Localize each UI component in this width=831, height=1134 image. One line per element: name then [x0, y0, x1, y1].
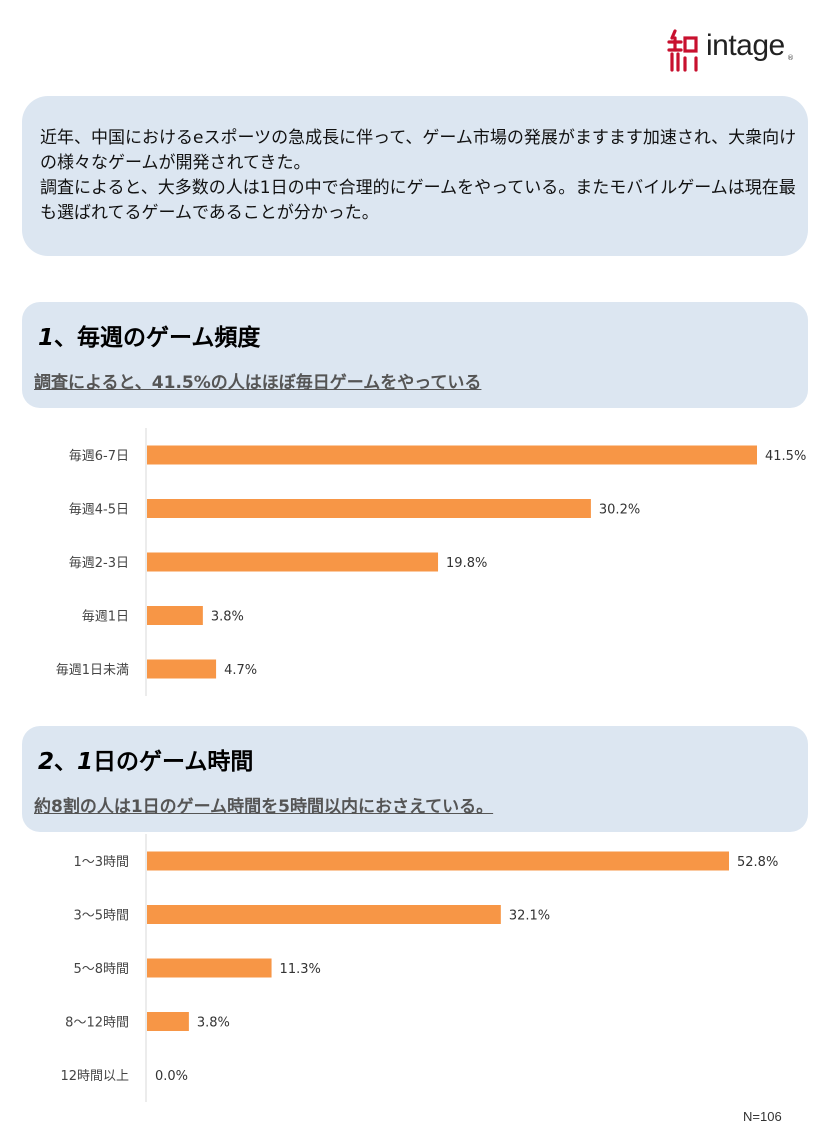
section-1-title: 1、毎週のゲーム頻度: [38, 318, 260, 352]
time-bar: [147, 958, 272, 978]
freq-category-label: 毎週6-7日: [69, 448, 129, 464]
section-2-subtitle: 約8割の人は1日のゲーム時間を5時間以内におさえている。: [34, 797, 494, 817]
freq-bar: [147, 659, 217, 679]
time-category-label: 1～3時間: [73, 855, 129, 870]
time-bar: [147, 1012, 189, 1031]
freq-bar: [147, 606, 203, 625]
freq-bar: [147, 552, 439, 572]
daily-play-time-chart: 1～3時間 52.8% 3～5時間 32.1% 5～8時間 11.3% 8～12時間 3.8%…: [0, 834, 831, 1104]
time-bar: [147, 905, 501, 924]
freq-bar: [147, 499, 591, 518]
time-bar: [147, 851, 729, 871]
weekly-frequency-chart-svg: 毎週6-7日 41.5% 毎週4-5日 30.2% 毎週2-3日 19.8% 毎週1日 3.8…: [56, 428, 806, 696]
freq-bar: [147, 445, 757, 465]
freq-category-label: 毎週2-3日: [69, 555, 129, 571]
section-2-number: 2: [38, 749, 55, 775]
freq-value-label: 4.7%: [224, 663, 257, 678]
time-value-label: 52.8%: [737, 855, 778, 870]
section-2-title-text: 日のゲーム時間: [93, 749, 254, 775]
time-category-label: 8～12時間: [65, 1016, 129, 1031]
section-2-title: 2、1日のゲーム時間: [38, 742, 253, 776]
section-1-header: 1、毎週のゲーム頻度 調査によると、41.5%の人はほぼ毎日ゲームをやっている: [22, 302, 808, 408]
section-2-header: 2、1日のゲーム時間 約8割の人は1日のゲーム時間を5時間以内におさえている。: [22, 726, 808, 832]
sample-size-note: N=106: [743, 1109, 782, 1124]
section-1-title-text: 、毎週のゲーム頻度: [54, 325, 261, 351]
time-category-label: 5～8時間: [73, 962, 129, 977]
time-value-label: 11.3%: [280, 962, 321, 977]
freq-category-label: 毎週4-5日: [69, 502, 129, 518]
intro-paragraph-2: 調査によると、大多数の人は1日の中で合理的にゲームをやっている。またモバイルゲー…: [40, 178, 796, 223]
section-2-number-2: 1: [77, 749, 94, 775]
freq-value-label: 3.8%: [211, 610, 244, 625]
freq-value-label: 30.2%: [599, 503, 640, 518]
freq-value-label: 19.8%: [446, 556, 487, 571]
freq-category-label: 毎週1日: [82, 609, 129, 625]
logo-text: intage: [706, 29, 785, 62]
section-1-number: 1: [38, 325, 55, 351]
intro-paragraph-1: 近年、中国におけるeスポーツの急成長に伴って、ゲーム市場の発展がますます加速され…: [40, 128, 797, 173]
intage-logo-mark-icon: [667, 29, 698, 72]
time-value-label: 0.0%: [155, 1069, 188, 1084]
freq-value-label: 41.5%: [765, 449, 806, 464]
section-1-subtitle: 調査によると、41.5%の人はほぼ毎日ゲームをやっている: [34, 373, 482, 393]
weekly-frequency-chart: 毎週6-7日 41.5% 毎週4-5日 30.2% 毎週2-3日 19.8% 毎週1日 3.8…: [0, 428, 831, 698]
daily-play-time-chart-svg: 1～3時間 52.8% 3～5時間 32.1% 5～8時間 11.3% 8～12時間 3.8%…: [60, 834, 778, 1102]
section-2-title-sep: 、: [54, 749, 78, 775]
time-category-label: 12時間以上: [60, 1069, 129, 1084]
time-value-label: 32.1%: [509, 909, 550, 924]
time-category-label: 3～5時間: [73, 909, 129, 924]
freq-category-label: 毎週1日未満: [56, 662, 129, 678]
logo-registered-mark: ®: [787, 54, 794, 62]
time-value-label: 3.8%: [197, 1016, 230, 1031]
intro-panel: 近年、中国におけるeスポーツの急成長に伴って、ゲーム市場の発展がますます加速され…: [22, 96, 808, 256]
